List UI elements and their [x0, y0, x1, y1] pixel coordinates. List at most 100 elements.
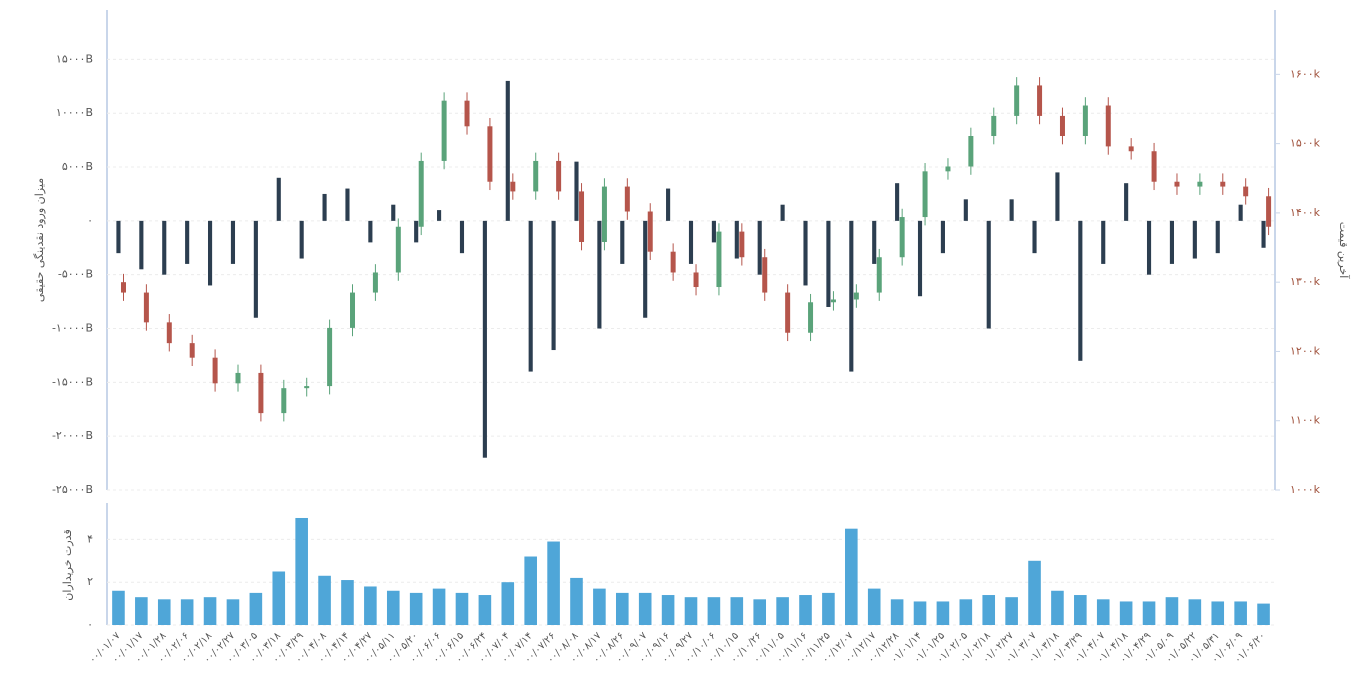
y2-tick-label: ۱۶۰۰k	[1290, 67, 1321, 80]
inflow-bar	[711, 220, 716, 243]
candle-body	[1243, 186, 1249, 197]
buyer-power-bar	[386, 590, 400, 625]
inflow-bar	[688, 220, 694, 264]
buyer-power-bar	[799, 595, 812, 625]
inflow-bar	[1215, 220, 1220, 254]
buyer-power-bar	[1211, 601, 1225, 625]
inflow-bar	[574, 161, 579, 221]
buyer-power-bar	[1257, 603, 1270, 625]
candle-body	[670, 251, 676, 273]
sub-y-tick-label: ۲	[87, 575, 93, 588]
inflow-bar	[757, 220, 762, 275]
buyer-power-bar	[135, 597, 148, 625]
inflow-bar	[276, 177, 281, 221]
y2-tick-label: ۱۴۰۰k	[1290, 206, 1321, 219]
inflow-bar	[1146, 220, 1152, 275]
inflow-bar	[1169, 220, 1175, 264]
candle-body	[1197, 181, 1203, 187]
candle-body	[693, 272, 699, 288]
buyer-power-bar	[226, 599, 240, 625]
inflow-bar	[528, 220, 533, 372]
y-tick-label: ۱۵۰۰۰B	[56, 52, 93, 65]
y-tick-label: -۵۰۰۰B	[58, 268, 93, 281]
inflow-bar	[803, 220, 808, 286]
buyer-power-bar	[157, 599, 171, 625]
buyer-power-bar	[501, 582, 515, 625]
buyer-power-bar	[730, 597, 744, 625]
candle-body	[899, 217, 905, 258]
buyer-power-bar	[913, 601, 927, 625]
inflow-bar	[322, 193, 327, 221]
y-tick-label: ۵۰۰۰B	[62, 160, 93, 173]
buyer-power-bar	[707, 597, 721, 625]
inflow-bar	[666, 188, 671, 221]
candle-body	[762, 257, 768, 293]
sub-y-tick-label: ۰	[87, 618, 93, 631]
buyer-power-bar	[1234, 601, 1247, 625]
inflow-bar	[895, 183, 900, 221]
y2-tick-label: ۱۲۰۰k	[1290, 344, 1321, 357]
candle-body	[968, 136, 974, 167]
y-tick-label: -۲۵۰۰۰B	[52, 483, 93, 496]
buyer-power-bar	[478, 595, 492, 625]
inflow-bar	[139, 220, 144, 270]
inflow-bar	[1261, 220, 1266, 248]
inflow-bar	[505, 80, 510, 221]
candle-body	[143, 292, 149, 323]
candle-body	[120, 282, 126, 293]
inflow-bar	[734, 220, 739, 259]
inflow-bar	[185, 220, 190, 264]
candle-body	[304, 386, 310, 389]
candle-body	[235, 372, 241, 384]
buyer-power-bar	[1188, 599, 1202, 625]
candle-body	[372, 272, 378, 293]
inflow-bar	[116, 220, 121, 254]
y2-tick-label: ۱۵۰۰k	[1290, 137, 1321, 150]
y-axis-title: میزان ورود نقدینگی حقیقی	[33, 178, 46, 302]
candle-body	[1128, 146, 1134, 152]
buyer-power-bar	[1028, 560, 1041, 625]
candle-body	[487, 126, 493, 182]
candle-body	[1151, 151, 1157, 182]
candle-body	[1082, 105, 1088, 137]
candle-body	[166, 322, 172, 344]
buyer-power-bar	[638, 592, 652, 625]
inflow-bar	[459, 220, 465, 254]
buyer-power-bar	[180, 599, 194, 625]
candle-body	[510, 181, 516, 192]
candle-body	[624, 186, 630, 212]
candle-body	[350, 292, 356, 328]
buyer-power-bar	[822, 592, 835, 625]
buyer-power-bar	[1119, 601, 1133, 625]
candle-body	[418, 160, 424, 227]
inflow-bar	[1009, 199, 1014, 221]
y2-tick-label: ۱۱۰۰k	[1290, 414, 1321, 427]
buyer-power-bar	[684, 597, 698, 625]
candle-body	[601, 186, 607, 242]
inflow-bar	[253, 220, 258, 318]
candle-body	[1174, 181, 1180, 187]
inflow-bar	[299, 220, 304, 259]
buyer-power-bar	[272, 571, 286, 625]
y-tick-label: -۱۰۰۰۰B	[52, 322, 93, 335]
candle-body	[281, 388, 287, 414]
inflow-bar	[1192, 220, 1197, 259]
inflow-bar	[963, 199, 968, 221]
candle-body	[579, 191, 585, 242]
candle-body	[395, 226, 401, 273]
candle-body	[876, 257, 882, 293]
inflow-bar	[940, 220, 945, 254]
inflow-bar	[780, 204, 785, 221]
candle-body	[785, 292, 791, 333]
inflow-bar	[849, 220, 854, 372]
candle-body	[830, 299, 836, 303]
buyer-power-bar	[845, 528, 858, 625]
buyer-power-bar	[112, 590, 125, 625]
candle-body	[716, 231, 722, 288]
buyer-power-bar	[661, 595, 675, 625]
inflow-bar	[1124, 183, 1129, 221]
candle-body	[1266, 196, 1272, 227]
inflow-bar	[368, 220, 373, 243]
